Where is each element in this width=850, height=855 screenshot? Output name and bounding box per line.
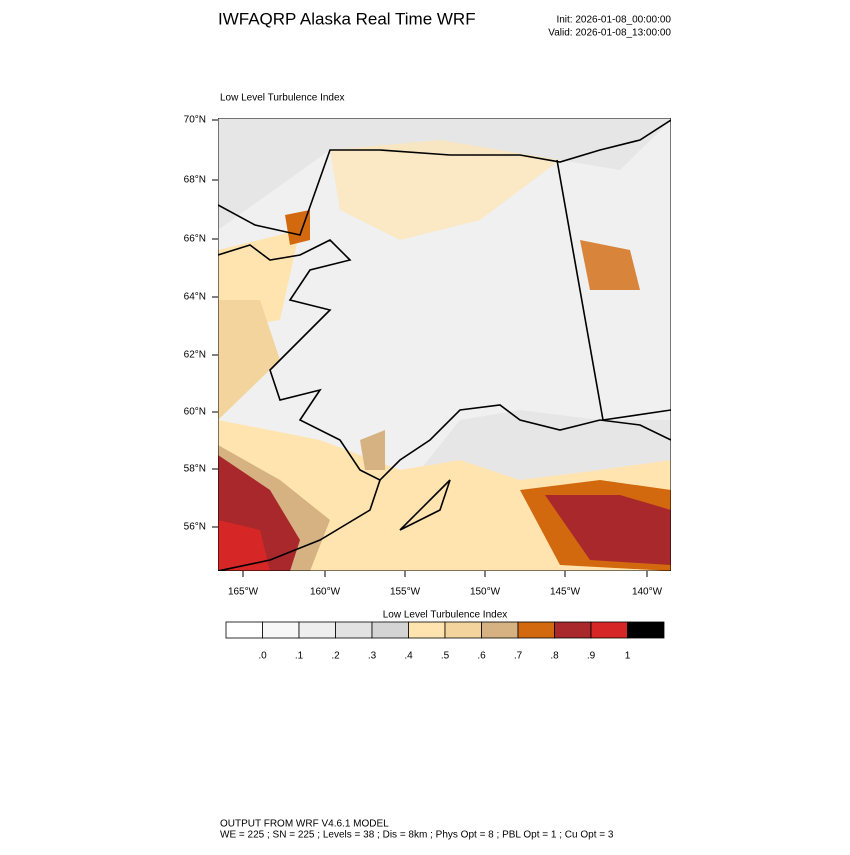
colorbar-swatch [481,621,519,639]
lat-label: 68°N [184,175,206,186]
colorbar-swatch [517,621,555,639]
footer-line: OUTPUT FROM WRF V4.6.1 MODEL [220,819,389,830]
colorbar-swatch [225,621,263,639]
map-title: Low Level Turbulence Index [220,93,345,104]
colorbar-swatch [262,621,300,639]
lat-label: 58°N [184,464,206,475]
colorbar-label: .1 [295,651,304,662]
colorbar-label: .6 [477,651,486,662]
lon-label: 165°W [228,587,259,598]
lat-label: 60°N [184,407,206,418]
colorbar-swatch [444,621,482,639]
colorbar-label: .9 [587,651,596,662]
colorbar-label: .3 [368,651,377,662]
lat-label: 64°N [184,292,206,303]
colorbar-label: .8 [550,651,559,662]
colorbar-swatch [590,621,628,639]
colorbar-swatch [371,621,409,639]
lon-label: 145°W [550,587,581,598]
colorbar-swatch [335,621,373,639]
valid-time: Valid: 2026-01-08_13:00:00 [548,28,671,39]
title: IWFAQRP Alaska Real Time WRF [218,9,476,28]
colorbar-label: .0 [258,651,267,662]
colorbar-label: 1 [625,651,631,662]
lon-label: 140°W [632,587,663,598]
lat-label: 56°N [184,522,206,533]
colorbar-label: .2 [331,651,340,662]
lat-label: 70°N [184,115,206,126]
footer-line: WE = 225 ; SN = 225 ; Levels = 38 ; Dis … [220,830,614,841]
colorbar-swatch [408,621,446,639]
lon-label: 155°W [390,587,421,598]
colorbar-label: .5 [441,651,450,662]
colorbar-swatch [298,621,336,639]
lat-label: 62°N [184,350,206,361]
init-time: Init: 2026-01-08_00:00:00 [556,15,671,26]
lon-label: 160°W [310,587,341,598]
colorbar-label: .7 [514,651,523,662]
colorbar-swatch [554,621,592,639]
lon-label: 150°W [470,587,501,598]
lat-label: 66°N [184,234,206,245]
colorbar-swatch [627,621,665,639]
map [218,118,671,571]
colorbar-label: .4 [404,651,413,662]
colorbar-title: Low Level Turbulence Index [383,610,508,621]
